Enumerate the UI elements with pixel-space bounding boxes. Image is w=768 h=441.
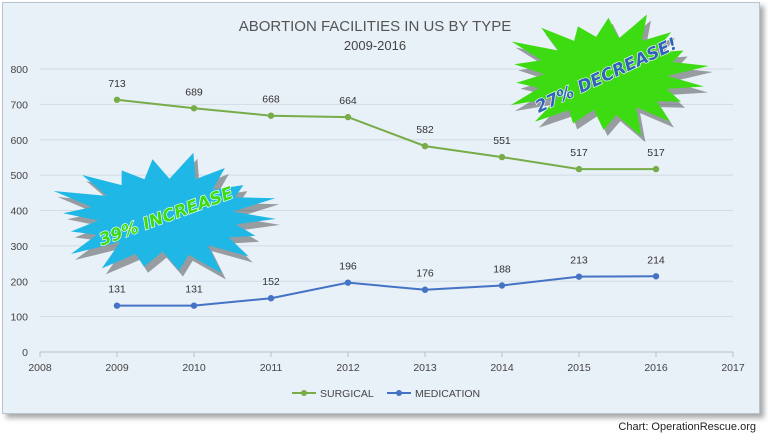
data-label: 214 xyxy=(647,254,665,266)
data-point xyxy=(575,273,583,280)
y-tick-label: 800 xyxy=(10,64,28,76)
y-tick-label: 700 xyxy=(10,99,28,111)
y-tick-label: 500 xyxy=(10,170,28,182)
x-tick-label: 2013 xyxy=(413,362,437,374)
data-point xyxy=(267,112,275,119)
x-tick-label: 2014 xyxy=(490,362,514,374)
y-tick-label: 100 xyxy=(10,312,28,324)
x-tick-label: 2010 xyxy=(182,362,206,374)
data-point xyxy=(344,279,352,286)
series-line-medication xyxy=(117,275,657,307)
data-label: 668 xyxy=(262,94,280,106)
data-label: 551 xyxy=(493,135,511,147)
data-label: 517 xyxy=(570,147,588,159)
source-credit: Chart: OperationRescue.org xyxy=(618,421,756,433)
data-point xyxy=(652,165,660,173)
data-label: 188 xyxy=(493,263,511,275)
data-label: 664 xyxy=(339,95,357,107)
data-label: 517 xyxy=(647,147,665,159)
series: 713 689 668 664 582 551 517 517 131 131 152 196 176 1… xyxy=(108,78,665,309)
starburst-shape xyxy=(53,152,276,274)
series-line-surgical xyxy=(116,98,656,171)
data-point xyxy=(267,295,275,302)
x-tick-label: 2015 xyxy=(567,362,591,374)
starburst-callout: 27% DECREASE! xyxy=(510,14,713,143)
data-label: 213 xyxy=(570,255,588,267)
data-label: 713 xyxy=(108,78,126,90)
y-tick-label: 400 xyxy=(10,206,28,218)
data-point xyxy=(421,286,429,293)
data-point xyxy=(421,142,429,150)
y-tick-label: 300 xyxy=(10,241,28,253)
data-point xyxy=(113,96,121,103)
x-tick-label: 2008 xyxy=(28,362,52,374)
data-point xyxy=(498,153,506,161)
data-label: 176 xyxy=(416,268,434,280)
annotations: 27% DECREASE! 39% INCREASE xyxy=(53,14,713,280)
data-label: 131 xyxy=(185,284,203,296)
data-point xyxy=(344,113,352,121)
data-label: 196 xyxy=(339,261,357,273)
x-tick-label: 2017 xyxy=(721,362,745,374)
x-tick-label: 2016 xyxy=(644,362,668,374)
chart-title: ABORTION FACILITIES IN US BY TYPE xyxy=(239,18,512,35)
x-tick-label: 2012 xyxy=(336,362,360,374)
data-point xyxy=(190,105,198,112)
y-tick-label: 600 xyxy=(10,135,28,147)
starburst-shape xyxy=(510,14,709,137)
legend: SURGICAL MEDICATION xyxy=(292,388,480,400)
data-point xyxy=(498,282,506,289)
y-tick-label: 0 xyxy=(22,347,28,359)
data-label: 152 xyxy=(262,276,280,288)
chart-subtitle: 2009-2016 xyxy=(344,38,406,53)
data-point xyxy=(113,302,121,309)
legend-label: MEDICATION xyxy=(415,388,480,400)
x-tick-label: 2011 xyxy=(260,362,283,374)
starburst-callout: 39% INCREASE xyxy=(53,152,280,280)
x-tick-label: 2009 xyxy=(105,362,129,374)
axes: 0 100 200 300 400 500 600 700 800 2008 2009 2010 201… xyxy=(10,64,744,374)
legend-label: SURGICAL xyxy=(320,388,374,400)
data-label: 582 xyxy=(416,124,434,136)
data-point xyxy=(190,302,198,309)
y-tick-label: 200 xyxy=(10,276,28,288)
data-point xyxy=(575,165,583,173)
data-label: 689 xyxy=(185,86,203,98)
legend-marker xyxy=(301,390,307,396)
legend-marker xyxy=(396,390,402,396)
data-label: 131 xyxy=(108,284,126,296)
data-point xyxy=(652,273,660,280)
